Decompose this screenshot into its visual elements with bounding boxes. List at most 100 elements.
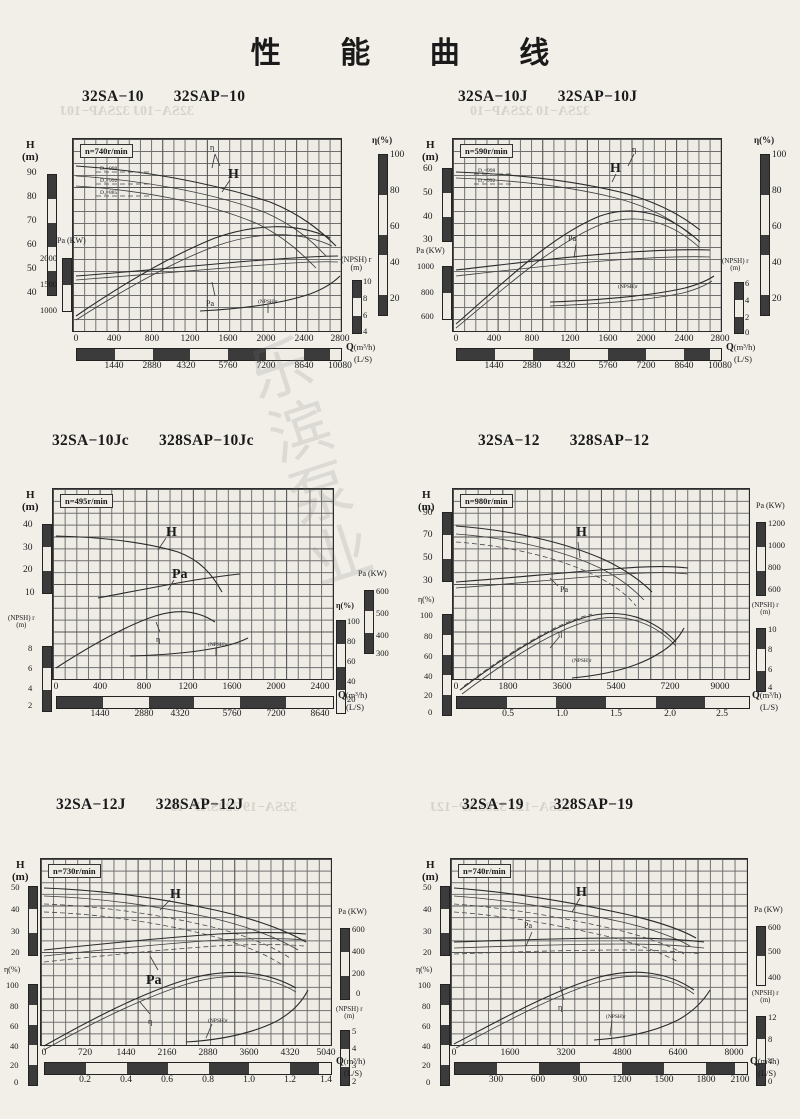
curve-overlay: H Pa η (NPSH)r [453, 885, 711, 1049]
impeller-label: D₂=992 [478, 178, 495, 184]
curve-label-npsh: (NPSH)r [258, 298, 278, 305]
chart-title-secondary: 328SAP−12 [569, 432, 650, 449]
impeller-label: D₂=992 [100, 178, 117, 184]
axis-ruler-npsh [734, 282, 744, 334]
axis-title-Pa: Pa (KW) [338, 907, 367, 916]
chart-32sa-10jc: 32SA−10Jc 328SAP−10Jc n=495r/min H Pa η [0, 432, 400, 719]
axis-ruler-Pa [756, 926, 766, 986]
axis-ruler-Q [456, 696, 750, 709]
curve-label-npsh: (NPSH)r [208, 641, 228, 648]
curve-label-eta: η [558, 629, 562, 638]
chart-32sa-19: 32SA−19 328SAP−19 n=740r/min [400, 796, 800, 1089]
chart-title-secondary: 32SAP−10 [173, 88, 246, 105]
page-title: 性 能 曲 线 [250, 37, 576, 70]
curve-label-H: H [576, 525, 587, 540]
speed-annotation: n=495r/min [60, 494, 113, 508]
curve-overlay: D₁=998 D₂=992 η H Pa (NPSH)r [455, 145, 715, 329]
chart-title-secondary: 32SAP−10J [557, 88, 638, 105]
curve-label-eta: η [210, 143, 214, 152]
speed-annotation: n=730r/min [48, 864, 101, 878]
curve-label-H: H [166, 525, 177, 540]
axis-ruler-Pa [62, 258, 72, 312]
curve-label-H: H [576, 885, 587, 900]
curve-label-H: H [228, 167, 239, 182]
curve-label-eta: η [558, 1003, 562, 1012]
axis-ruler-H [47, 174, 57, 296]
axis-ruler-Pa [756, 522, 766, 596]
axis-title-npsh: (NPSH) r (m) [752, 989, 779, 1005]
axis-ruler-npsh [340, 1030, 350, 1086]
axis-title-eta: η(%) [418, 595, 435, 604]
axis-title-Pa: Pa (KW) [57, 236, 86, 245]
curve-label-eta: η [156, 635, 160, 644]
chart-title: 32SA−12J 328SAP−12J [56, 796, 400, 814]
curve-label-H: H [170, 887, 181, 902]
axis-title-Pa: Pa (KW) [754, 905, 783, 914]
axis-title-H: H (m) [12, 859, 29, 883]
axis-ruler-eta [440, 984, 450, 1086]
axis-ruler-eta [336, 620, 346, 714]
plot-grid [72, 138, 342, 332]
axis-title-npsh: (NPSH) r (m) [336, 1005, 363, 1021]
chart-title-primary: 32SA−12J [56, 796, 126, 813]
curve-label-Pa: Pa [172, 567, 188, 582]
axis-title-Q: Q(m³/h) (L/S) [338, 690, 368, 712]
chart-title: 32SA−19 328SAP−19 [462, 796, 800, 814]
curve-overlay: H Pa η (NPSH)r [455, 525, 689, 695]
axis-ruler-npsh [352, 280, 362, 334]
axis-title-eta: η(%) [416, 965, 433, 974]
axis-ruler-eta [442, 614, 452, 716]
curve-label-npsh: (NPSH)r [208, 1017, 228, 1024]
axis-ruler-Q [76, 348, 342, 361]
axis-title-npsh: (NPSH) r (m) [341, 255, 372, 273]
axis-ruler-npsh [42, 646, 52, 712]
axis-ruler-H [442, 168, 452, 242]
axis-title-npsh: (NPSH) r (m) [8, 614, 35, 630]
chart-32sa-12: 32SA−12 328SAP−12 n=980r/min H [400, 432, 800, 719]
speed-annotation: n=980r/min [460, 494, 513, 508]
axis-title-eta: η(%) [336, 601, 354, 610]
curve-label-Pa: Pa [524, 921, 532, 930]
axis-ruler-Pa [364, 590, 374, 654]
impeller-label: D₁=998 [478, 168, 495, 174]
curve-label-eta: η [632, 145, 636, 154]
axis-ruler-H [42, 524, 52, 594]
axis-ruler-H [28, 886, 38, 956]
axis-ruler-Pa [340, 928, 350, 1000]
chart-title-primary: 32SA−10J [458, 88, 528, 105]
impeller-label: D₃=885 [100, 190, 117, 196]
curve-overlay: H Pa η (NPSH)r [43, 887, 309, 1051]
speed-annotation: n=740r/min [458, 864, 511, 878]
curve-label-npsh: (NPSH)r [572, 657, 592, 664]
chart-title: 32SA−12 328SAP−12 [478, 432, 800, 450]
chart-title: 32SA−10J 32SAP−10J [458, 88, 800, 106]
axis-title-H: H (m) [422, 859, 439, 883]
axis-title-npsh: (NPSH) r (m) [722, 257, 749, 273]
curve-overlay: D₁=998 D₂=992 D₃=885 η H Pa (NPSH)r [75, 143, 341, 321]
curve-label-Pa: Pa [560, 585, 568, 594]
axis-ruler-npsh [756, 628, 766, 692]
axis-ruler-eta [28, 984, 38, 1086]
axis-title-Q: Q(m³/h) (L/S) [346, 342, 376, 364]
axis-title-H: H (m) [418, 489, 435, 513]
axis-title-npsh: (NPSH) r (m) [752, 601, 779, 617]
axis-ruler-Q [56, 696, 334, 709]
axis-title-H: H (m) [22, 489, 39, 513]
speed-annotation: n=590r/min [460, 144, 513, 158]
plot-grid [40, 858, 332, 1046]
axis-title-Pa: Pa (KW) [416, 246, 445, 255]
chart-title-primary: 32SA−10 [82, 88, 144, 105]
curve-label-npsh: (NPSH)r [618, 283, 638, 290]
chart-32sa-10j: 32SA−10J 32SAP−10J n=590r/min D₁=998 D₂=9… [400, 88, 800, 371]
plot-grid [52, 488, 334, 680]
axis-ruler-Q [44, 1062, 332, 1075]
chart-title-primary: 32SA−19 [462, 796, 524, 813]
axis-ruler-Q [456, 348, 722, 361]
curve-label-H: H [610, 161, 621, 176]
chart-title-secondary: 328SAP−10Jc [158, 432, 254, 449]
axis-title-Q: Q(m³/h) (L/S) [750, 1056, 780, 1078]
chart-title: 32SA−10 32SAP−10 [82, 88, 400, 106]
axis-title-Pa: Pa (KW) [756, 501, 785, 510]
axis-ruler-npsh [756, 1016, 766, 1086]
curve-label-npsh: (NPSH)r [606, 1013, 626, 1020]
